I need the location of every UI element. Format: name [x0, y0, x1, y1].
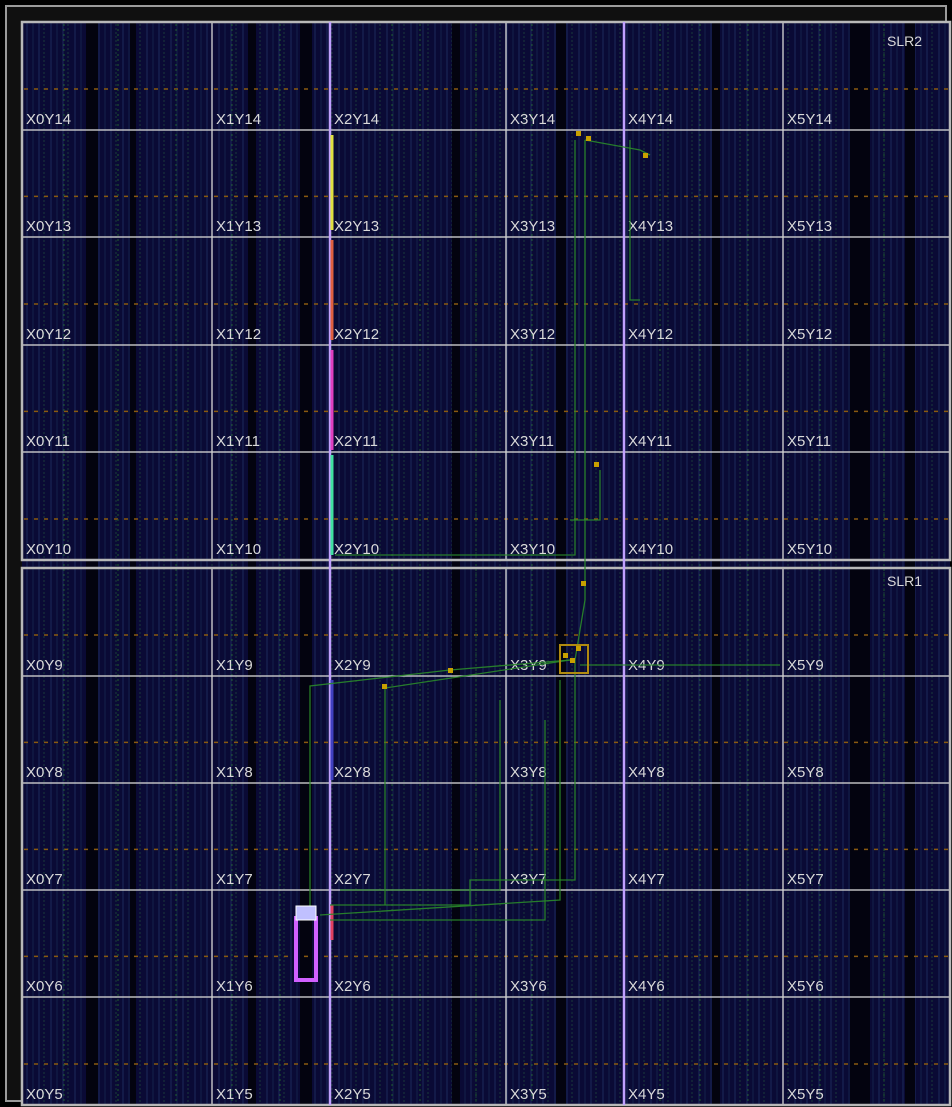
region-label: X1Y13: [216, 218, 261, 235]
region-label: X1Y14: [216, 111, 261, 128]
slr-label-slr1: SLR1: [887, 573, 922, 589]
region-label: X4Y14: [628, 111, 673, 128]
region-label: X3Y9: [510, 657, 547, 674]
region-label: X2Y14: [334, 111, 379, 128]
region-label: X0Y12: [26, 326, 71, 343]
region-label: X3Y6: [510, 978, 547, 995]
region-label: X4Y6: [628, 978, 665, 995]
region-label: X1Y7: [216, 871, 253, 888]
region-label: X0Y10: [26, 541, 71, 558]
slr-label-slr2: SLR2: [887, 33, 922, 49]
region-label: X0Y9: [26, 657, 63, 674]
region-label: X2Y11: [334, 433, 378, 450]
region-label: X5Y7: [787, 871, 824, 888]
placed-cell[interactable]: [576, 646, 581, 651]
region-label: X5Y10: [787, 541, 832, 558]
region-label: X2Y7: [334, 871, 371, 888]
region-label: X5Y14: [787, 111, 832, 128]
region-label: X0Y8: [26, 764, 63, 781]
region-label: X4Y10: [628, 541, 673, 558]
region-label: X3Y11: [510, 433, 554, 450]
region-label: X5Y11: [787, 433, 831, 450]
placed-cell[interactable]: [382, 684, 387, 689]
region-label: X0Y5: [26, 1086, 63, 1103]
region-label: X1Y12: [216, 326, 261, 343]
region-label: X1Y9: [216, 657, 253, 674]
region-label: X4Y7: [628, 871, 665, 888]
region-label: X2Y9: [334, 657, 371, 674]
placed-cell[interactable]: [563, 653, 568, 658]
placed-cell[interactable]: [586, 136, 591, 141]
region-label: X5Y8: [787, 764, 824, 781]
column-strips: [24, 22, 948, 1105]
region-label: X5Y9: [787, 657, 824, 674]
region-label: X1Y10: [216, 541, 261, 558]
placed-cell[interactable]: [570, 658, 575, 663]
region-label: X2Y12: [334, 326, 379, 343]
clock-region-grid: X0Y14 X1Y14 X2Y14 X3Y14 X4Y14 X5Y14 X0Y13 X1Y13…: [20, 20, 952, 1107]
region-label: X2Y6: [334, 978, 371, 995]
placed-cell[interactable]: [448, 668, 453, 673]
region-label: X4Y11: [628, 433, 672, 450]
region-label: X3Y13: [510, 218, 555, 235]
fabric-area: [22, 22, 950, 1106]
region-label: X3Y12: [510, 326, 555, 343]
region-label: X4Y8: [628, 764, 665, 781]
region-label: X3Y14: [510, 111, 555, 128]
region-label: X2Y5: [334, 1086, 371, 1103]
region-label: X5Y6: [787, 978, 824, 995]
placed-cell-cluster[interactable]: [559, 644, 589, 674]
region-label: X5Y13: [787, 218, 832, 235]
region-label: X2Y10: [334, 541, 379, 558]
region-label: X1Y6: [216, 978, 253, 995]
region-label: X0Y6: [26, 978, 63, 995]
region-label: X5Y5: [787, 1086, 824, 1103]
region-label: X5Y12: [787, 326, 832, 343]
region-label: X4Y5: [628, 1086, 665, 1103]
region-label: X0Y14: [26, 111, 71, 128]
placed-cell[interactable]: [643, 153, 648, 158]
region-label: X1Y8: [216, 764, 253, 781]
placed-cell[interactable]: [594, 462, 599, 467]
region-label: X0Y7: [26, 871, 63, 888]
region-label: X3Y5: [510, 1086, 547, 1103]
region-label: X2Y8: [334, 764, 371, 781]
placed-cell[interactable]: [576, 131, 581, 136]
region-label: X3Y8: [510, 764, 547, 781]
region-label: X0Y13: [26, 218, 71, 235]
region-label: X4Y13: [628, 218, 673, 235]
region-label: X4Y12: [628, 326, 673, 343]
region-label: X0Y11: [26, 433, 70, 450]
region-label: X1Y11: [216, 433, 260, 450]
region-label: X2Y13: [334, 218, 379, 235]
region-label: X1Y5: [216, 1086, 253, 1103]
routing-nets: [309, 131, 780, 921]
region-label: X3Y10: [510, 541, 555, 558]
placed-cell[interactable]: [581, 581, 586, 586]
pblock-highlight-top[interactable]: [295, 905, 317, 921]
